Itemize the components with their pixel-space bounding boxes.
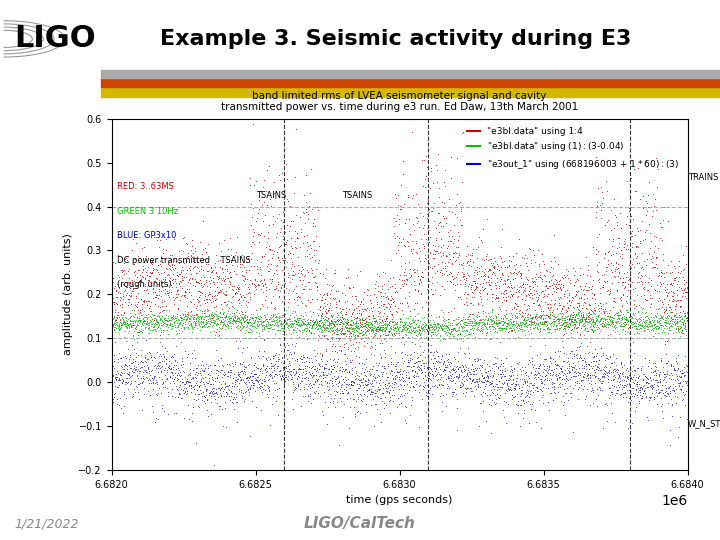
Text: LIGO: LIGO [14, 24, 96, 53]
Text: (rough units): (rough units) [117, 280, 172, 289]
Bar [101, 87, 720, 97]
Text: LIGO/CalTech: LIGO/CalTech [304, 516, 416, 531]
Text: DC power transmitted    TSAINS: DC power transmitted TSAINS [117, 255, 251, 265]
X-axis label: time (gps seconds): time (gps seconds) [346, 495, 453, 505]
Bar [101, 78, 720, 87]
Text: Example 3. Seismic activity during E3: Example 3. Seismic activity during E3 [161, 29, 631, 49]
Text: 1/21/2022: 1/21/2022 [14, 517, 79, 530]
Bar [101, 70, 720, 78]
Text: TSAINS: TSAINS [342, 191, 372, 200]
Text: TRAINS: TRAINS [688, 173, 718, 182]
Text: W_N_STORY: W_N_STORY [688, 419, 720, 428]
Title: band limited rms of LVEA seismometer signal and cavity
transmitted power vs. tim: band limited rms of LVEA seismometer sig… [221, 91, 578, 112]
Legend: "e3bl.data" using 1:4, "e3bl.data" using ($1):($3-0.04), "e3out_1" using (668196: "e3bl.data" using 1:4, "e3bl.data" using… [463, 123, 683, 174]
Text: RED: 3..63MS: RED: 3..63MS [117, 182, 174, 191]
Text: GREEN 3 10Hz: GREEN 3 10Hz [117, 206, 179, 215]
Text: BLUE: GP3x10: BLUE: GP3x10 [117, 231, 176, 240]
Text: TSAINS: TSAINS [256, 191, 286, 200]
Y-axis label: amplitude (arb. units): amplitude (arb. units) [63, 233, 73, 355]
